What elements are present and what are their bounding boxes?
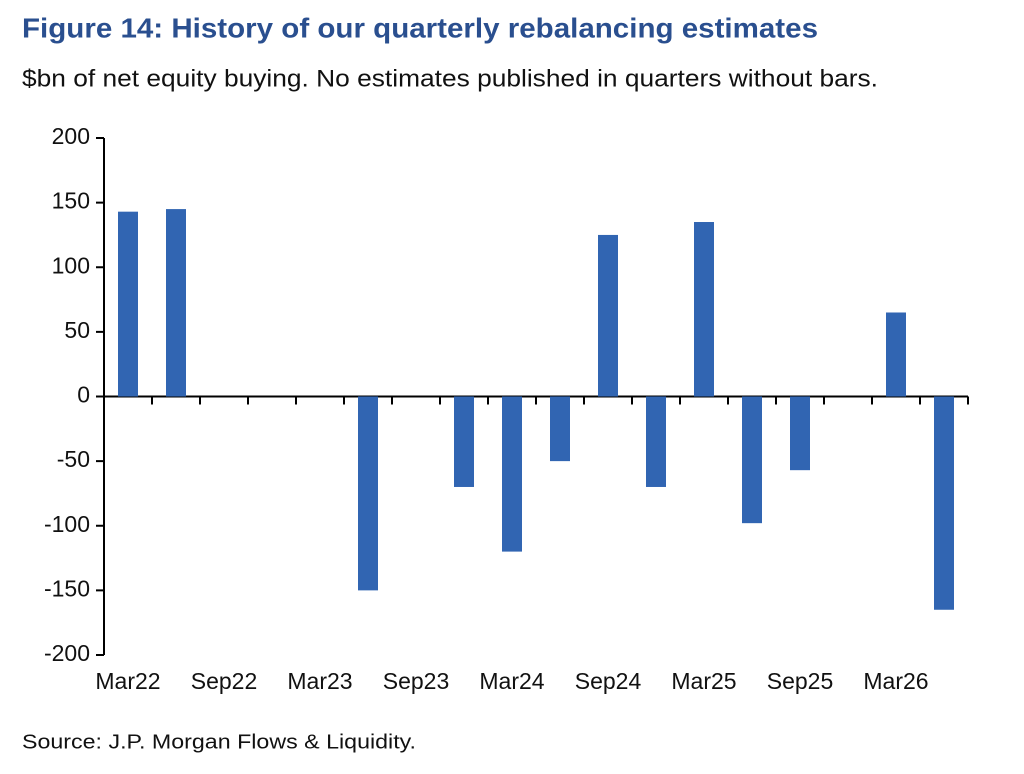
bar — [694, 222, 714, 397]
bar — [502, 396, 522, 552]
bar — [598, 234, 618, 397]
bar — [934, 396, 954, 610]
bar — [790, 396, 810, 471]
x-tick-label: Mar22 — [95, 668, 160, 694]
bar — [886, 312, 906, 397]
y-tick-label: -200 — [44, 640, 90, 666]
y-tick-label: 150 — [52, 188, 90, 214]
bar — [454, 396, 474, 487]
y-tick-label: 50 — [64, 317, 90, 343]
bar — [118, 211, 138, 397]
bar — [646, 396, 666, 487]
y-tick-label: 100 — [52, 252, 90, 278]
bar — [166, 209, 186, 397]
y-tick-label: -50 — [57, 446, 90, 472]
x-tick-label: Mar26 — [863, 668, 928, 694]
x-tick-label: Sep24 — [575, 668, 642, 694]
y-tick-label: 0 — [77, 382, 90, 408]
bar — [358, 396, 378, 591]
chart-title: Figure 14: History of our quarterly reba… — [22, 12, 818, 43]
y-tick-label: 200 — [52, 123, 90, 149]
x-tick-label: Mar23 — [287, 668, 352, 694]
bar — [550, 396, 570, 462]
y-tick-label: -100 — [44, 511, 90, 537]
chart-subtitle: $bn of net equity buying. No estimates p… — [22, 65, 878, 92]
x-tick-label: Mar25 — [671, 668, 736, 694]
x-tick-label: Mar24 — [479, 668, 544, 694]
x-tick-label: Sep22 — [191, 668, 258, 694]
source-note: Source: J.P. Morgan Flows & Liquidity. — [22, 731, 416, 753]
x-tick-label: Sep25 — [767, 668, 834, 694]
bar — [742, 396, 762, 524]
x-tick-label: Sep23 — [383, 668, 450, 694]
y-tick-label: -150 — [44, 575, 90, 601]
